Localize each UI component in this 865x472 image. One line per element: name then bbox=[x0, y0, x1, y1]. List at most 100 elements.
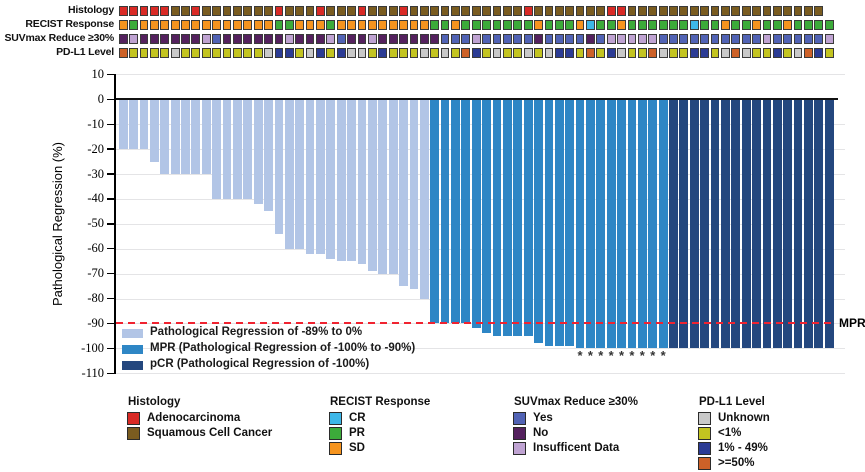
bar-mpr bbox=[596, 99, 606, 349]
annotation-cell bbox=[336, 34, 346, 44]
annotation-cell bbox=[492, 20, 502, 30]
annotation-cell bbox=[409, 6, 419, 16]
bar-mpr bbox=[617, 99, 626, 349]
annotation-cell bbox=[741, 20, 751, 30]
annotation-cell bbox=[399, 34, 408, 44]
annotation-cell bbox=[544, 20, 554, 30]
annotation-cell bbox=[731, 34, 741, 44]
annotation-cell bbox=[388, 34, 398, 44]
annotation-cell bbox=[824, 34, 834, 44]
annotation-cell bbox=[378, 20, 388, 30]
bar-partial bbox=[347, 99, 357, 262]
annotation-cell bbox=[741, 34, 751, 44]
annotation-cell bbox=[762, 48, 772, 58]
annotation-cell bbox=[586, 34, 595, 44]
legend-swatch bbox=[329, 427, 342, 440]
annotation-cell bbox=[295, 34, 305, 44]
annotation-track-label: Histology bbox=[67, 4, 114, 16]
legend-swatch bbox=[127, 412, 140, 425]
bar-partial bbox=[233, 99, 242, 199]
annotation-cell bbox=[149, 20, 159, 30]
annotation-cell bbox=[804, 20, 813, 30]
annotation-cell bbox=[637, 6, 647, 16]
bar-partial bbox=[388, 99, 398, 274]
annotation-cell bbox=[783, 6, 793, 16]
annotation-cell bbox=[669, 6, 678, 16]
bar-partial bbox=[129, 99, 138, 150]
annotation-cell bbox=[679, 48, 689, 58]
annotation-cell bbox=[160, 34, 170, 44]
annotation-cell bbox=[451, 48, 460, 58]
annotation-cell bbox=[554, 48, 564, 58]
annotation-cell bbox=[409, 20, 419, 30]
asterisk-marker: * bbox=[608, 348, 614, 363]
annotation-cell bbox=[316, 48, 325, 58]
bar-mpr bbox=[430, 99, 440, 324]
legend-group-title: RECIST Response bbox=[330, 396, 431, 408]
annotation-cell bbox=[700, 20, 710, 30]
y-tick-label: -80 bbox=[87, 291, 104, 306]
bar-partial bbox=[409, 99, 419, 289]
annotation-cell bbox=[461, 34, 471, 44]
bar-mpr bbox=[502, 99, 512, 336]
annotation-cell bbox=[451, 20, 460, 30]
bar-partial bbox=[419, 99, 429, 299]
bar-partial bbox=[326, 99, 336, 259]
bar-partial bbox=[316, 99, 325, 254]
annotation-cell bbox=[710, 6, 720, 16]
annotation-cell bbox=[575, 6, 585, 16]
gridline bbox=[116, 348, 845, 350]
annotation-cell bbox=[804, 34, 813, 44]
annotation-cell bbox=[762, 6, 772, 16]
bar-partial bbox=[274, 99, 284, 234]
annotation-cell bbox=[637, 34, 647, 44]
y-tick-mark bbox=[107, 248, 114, 250]
annotation-cell bbox=[170, 48, 180, 58]
annotation-cell bbox=[669, 20, 678, 30]
annotation-cell bbox=[741, 48, 751, 58]
annotation-cell bbox=[741, 6, 751, 16]
annotation-cell bbox=[700, 48, 710, 58]
legend-swatch bbox=[513, 427, 526, 440]
legend-swatch bbox=[698, 457, 711, 470]
legend-item-label: Adenocarcinoma bbox=[147, 411, 241, 424]
bar-mpr bbox=[627, 99, 637, 349]
annotation-cell bbox=[222, 34, 232, 44]
annotation-cell bbox=[430, 20, 440, 30]
annotation-cell bbox=[502, 48, 512, 58]
annotation-cell bbox=[772, 34, 782, 44]
y-tick-mark bbox=[107, 223, 114, 225]
annotation-cell bbox=[419, 34, 429, 44]
legend-item-label: <1% bbox=[718, 426, 742, 439]
annotation-cell bbox=[679, 34, 689, 44]
annotation-cell bbox=[212, 34, 222, 44]
annotation-cell bbox=[544, 6, 554, 16]
annotation-cell bbox=[212, 20, 222, 30]
legend-swatch bbox=[698, 412, 711, 425]
annotation-cell bbox=[378, 48, 388, 58]
annotation-cell bbox=[149, 6, 159, 16]
annotation-cell bbox=[284, 34, 294, 44]
legend-item-label: Unknown bbox=[718, 411, 770, 424]
legend-item-label: Squamous Cell Cancer bbox=[147, 426, 273, 439]
asterisk-marker: * bbox=[587, 348, 593, 363]
annotation-cell bbox=[627, 6, 637, 16]
annotation-cell bbox=[648, 20, 658, 30]
annotation-cell bbox=[326, 34, 336, 44]
annotation-cell bbox=[357, 20, 367, 30]
annotation-cell bbox=[721, 20, 730, 30]
annotation-cell bbox=[523, 20, 533, 30]
y-axis-title: Pathological Regression (%) bbox=[50, 141, 65, 307]
y-tick-label: -100 bbox=[81, 340, 104, 355]
bar-pcr bbox=[804, 99, 813, 349]
bar-partial bbox=[357, 99, 367, 264]
annotation-cell bbox=[627, 20, 637, 30]
annotation-cell bbox=[264, 48, 273, 58]
annotation-cell bbox=[710, 20, 720, 30]
annotation-cell bbox=[523, 34, 533, 44]
annotation-cell bbox=[440, 6, 450, 16]
annotation-cell bbox=[762, 34, 772, 44]
annotation-cell bbox=[804, 6, 813, 16]
asterisk-marker: * bbox=[650, 348, 656, 363]
annotation-cell bbox=[814, 34, 824, 44]
